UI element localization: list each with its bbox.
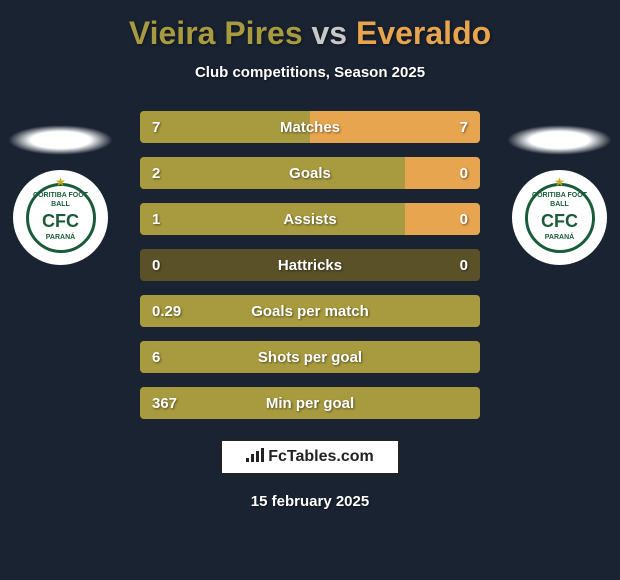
club-badge-right: ★ CORITIBA FOOT BALL CFC PARANÁ [512, 170, 607, 265]
stat-value-right: 7 [460, 119, 468, 136]
stat-bar-right [405, 157, 480, 189]
stat-label: Shots per goal [258, 349, 362, 366]
stat-value-right: 0 [460, 211, 468, 228]
brand-badge: FcTables.com [220, 439, 400, 475]
stat-row: 7 Matches 7 [140, 111, 480, 143]
stat-label: Goals per match [251, 303, 369, 320]
stat-row: 2 Goals 0 [140, 157, 480, 189]
badge-main: CFC [541, 211, 578, 233]
stat-value-right: 0 [460, 257, 468, 274]
stat-value-right: 0 [460, 165, 468, 182]
signal-icon [246, 448, 264, 467]
stat-row: 0 Hattricks 0 [140, 249, 480, 281]
page-title: Vieira Pires vs Everaldo [0, 0, 620, 52]
player1-name: Vieira Pires [129, 15, 303, 51]
badge-main: CFC [42, 211, 79, 233]
stat-label: Hattricks [278, 257, 342, 274]
stat-label: Matches [280, 119, 340, 136]
stat-value-left: 0.29 [152, 303, 181, 320]
stat-bar-right [405, 203, 480, 235]
player2-avatar: ★ CORITIBA FOOT BALL CFC PARANÁ [507, 125, 612, 265]
club-badge-left: ★ CORITIBA FOOT BALL CFC PARANÁ [13, 170, 108, 265]
player1-avatar: ★ CORITIBA FOOT BALL CFC PARANÁ [8, 125, 113, 265]
subtitle: Club competitions, Season 2025 [0, 64, 620, 81]
badge-bottom-text: PARANÁ [46, 234, 75, 242]
date-footer: 15 february 2025 [0, 493, 620, 510]
avatar-shadow [507, 125, 612, 155]
stat-value-left: 2 [152, 165, 160, 182]
player2-name: Everaldo [356, 15, 491, 51]
stat-value-left: 6 [152, 349, 160, 366]
stat-row: 1 Assists 0 [140, 203, 480, 235]
stat-row: 6 Shots per goal [140, 341, 480, 373]
stats-container: 7 Matches 7 2 Goals 0 1 Assists 0 0 Hattricks 0 0.29… [140, 111, 480, 419]
avatar-shadow [8, 125, 113, 155]
badge-top-text: CORITIBA FOOT BALL [29, 192, 93, 209]
stat-bar-left [140, 203, 405, 235]
star-icon: ★ [554, 175, 565, 189]
stat-value-left: 0 [152, 257, 160, 274]
stat-value-left: 1 [152, 211, 160, 228]
stat-row: 0.29 Goals per match [140, 295, 480, 327]
stat-value-left: 367 [152, 395, 177, 412]
star-icon: ★ [55, 175, 66, 189]
vs-text: vs [312, 15, 348, 51]
stat-bar-left [140, 157, 405, 189]
stat-row: 367 Min per goal [140, 387, 480, 419]
stat-label: Goals [289, 165, 331, 182]
stat-label: Min per goal [266, 395, 354, 412]
stat-label: Assists [283, 211, 336, 228]
brand-text: FcTables.com [268, 448, 374, 466]
stat-value-left: 7 [152, 119, 160, 136]
badge-top-text: CORITIBA FOOT BALL [528, 192, 592, 209]
badge-bottom-text: PARANÁ [545, 234, 574, 242]
